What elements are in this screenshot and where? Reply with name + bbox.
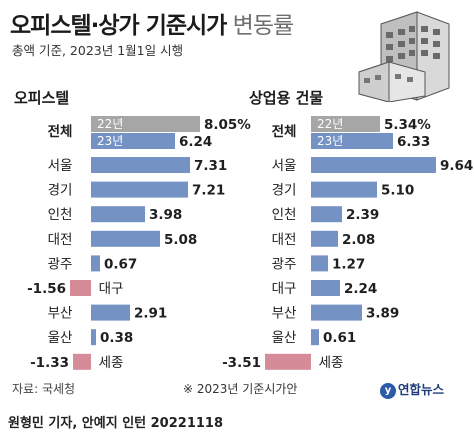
panel2-total-prev-bar: [311, 116, 380, 132]
panel2-category-label: 서울: [272, 158, 297, 174]
panel2-total-curr-bar: [311, 133, 393, 149]
panel2-total-curr-value: 6.33: [397, 134, 430, 150]
byline: 원형민 기자, 안예지 인턴 20221118: [8, 416, 224, 431]
panel1-total-curr-bar: [91, 133, 175, 149]
panel1-category-label: 경기: [48, 183, 73, 199]
panel1-category-label: 대전: [48, 232, 73, 248]
panel2-value-label: 9.64: [440, 158, 473, 174]
panel1-value-label: 7.31: [194, 158, 227, 174]
panel1-category-label: 광주: [48, 256, 73, 272]
panel2-bar: [311, 255, 328, 272]
panel1-value-label: -1.56: [27, 281, 66, 297]
panel1-value-label: 0.38: [100, 330, 133, 346]
panel1-category-label: 울산: [48, 330, 73, 346]
panel1-bar: [91, 230, 160, 247]
panel2-value-label: 1.27: [332, 256, 365, 272]
panel2-value-label: -3.51: [222, 355, 261, 371]
panel2-bar: [311, 230, 338, 247]
panel2-category-label: 대전: [272, 232, 297, 248]
panel2-category-label: 광주: [272, 256, 297, 272]
panel1-total-label: 전체: [48, 123, 73, 140]
panel1-value-label: 3.98: [149, 207, 182, 223]
panel1-value-label: -1.33: [30, 355, 69, 371]
panel1-bar: [91, 157, 190, 173]
panel1-bar: [91, 329, 96, 346]
panel1-total-curr-label: 23년: [97, 134, 123, 148]
panel2-value-label: 2.24: [344, 281, 377, 297]
panel2-bar: [311, 157, 436, 173]
panel1-category-label: 대구: [99, 281, 124, 297]
chart-subtitle: 총액 기준, 2023년 1월1일 시행: [12, 43, 184, 58]
panel2-total-prev-label: 22년: [317, 117, 343, 131]
chart-title: 오피스텔·상가 기준시가 변동률: [10, 13, 294, 39]
source-text: 자료: 국세청: [12, 382, 76, 396]
footnote: ※ 2023년 기준시가안: [183, 382, 298, 396]
panel2-bar: [265, 353, 311, 370]
panel2-total-prev-value: 5.34%: [384, 117, 431, 133]
panel1-value-label: 5.08: [164, 232, 197, 248]
logo-icon: y: [380, 382, 396, 399]
panel2-bar: [311, 304, 362, 321]
panel2-bar: [311, 206, 342, 223]
panel1-bar: [91, 255, 100, 272]
panel1-value-label: 0.67: [104, 256, 137, 272]
panel2-value-label: 5.10: [381, 183, 414, 199]
panel2-bar: [311, 280, 340, 296]
panel1-total-prev-label: 22년: [97, 117, 123, 131]
building-icon: [358, 11, 450, 102]
panel2-bar: [311, 181, 377, 198]
panel1-bar: [91, 304, 130, 321]
panel1-bar: [91, 206, 145, 223]
panel1-title: 오피스텔: [14, 89, 69, 107]
panel1-bar: [70, 280, 91, 296]
panel1-value-label: 2.91: [134, 306, 167, 322]
panel1-total-prev-value: 8.05%: [204, 117, 251, 133]
panel1-category-label: 세종: [99, 355, 124, 371]
panel1-bar: [73, 353, 91, 370]
panel2-category-label: 울산: [272, 330, 297, 346]
panel2-total-curr-label: 23년: [317, 134, 343, 148]
panel2-category-label: 부산: [272, 306, 297, 322]
panel1-total-prev-bar: [91, 116, 200, 132]
panel2-title: 상업용 건물: [249, 89, 323, 107]
panel2-total-label: 전체: [272, 123, 297, 140]
logo: y 연합뉴스: [380, 379, 444, 399]
panel2-value-label: 2.08: [342, 232, 375, 248]
panel2-value-label: 0.61: [323, 330, 356, 346]
panel2-category-label: 경기: [272, 183, 297, 199]
panel1-value-label: 7.21: [192, 183, 225, 199]
panel1-category-label: 부산: [48, 306, 73, 322]
panel2-value-label: 2.39: [346, 207, 379, 223]
panel2-value-label: 3.89: [366, 306, 399, 322]
panel1-category-label: 서울: [48, 158, 73, 174]
panel2-category-label: 세종: [319, 355, 344, 371]
panel1-category-label: 인천: [48, 207, 73, 223]
panel2-bar: [311, 329, 319, 346]
panel2-category-label: 인천: [272, 207, 297, 223]
panel1-bar: [91, 181, 188, 198]
panel2-category-label: 대구: [272, 281, 297, 297]
panel1-total-curr-value: 6.24: [179, 134, 212, 150]
